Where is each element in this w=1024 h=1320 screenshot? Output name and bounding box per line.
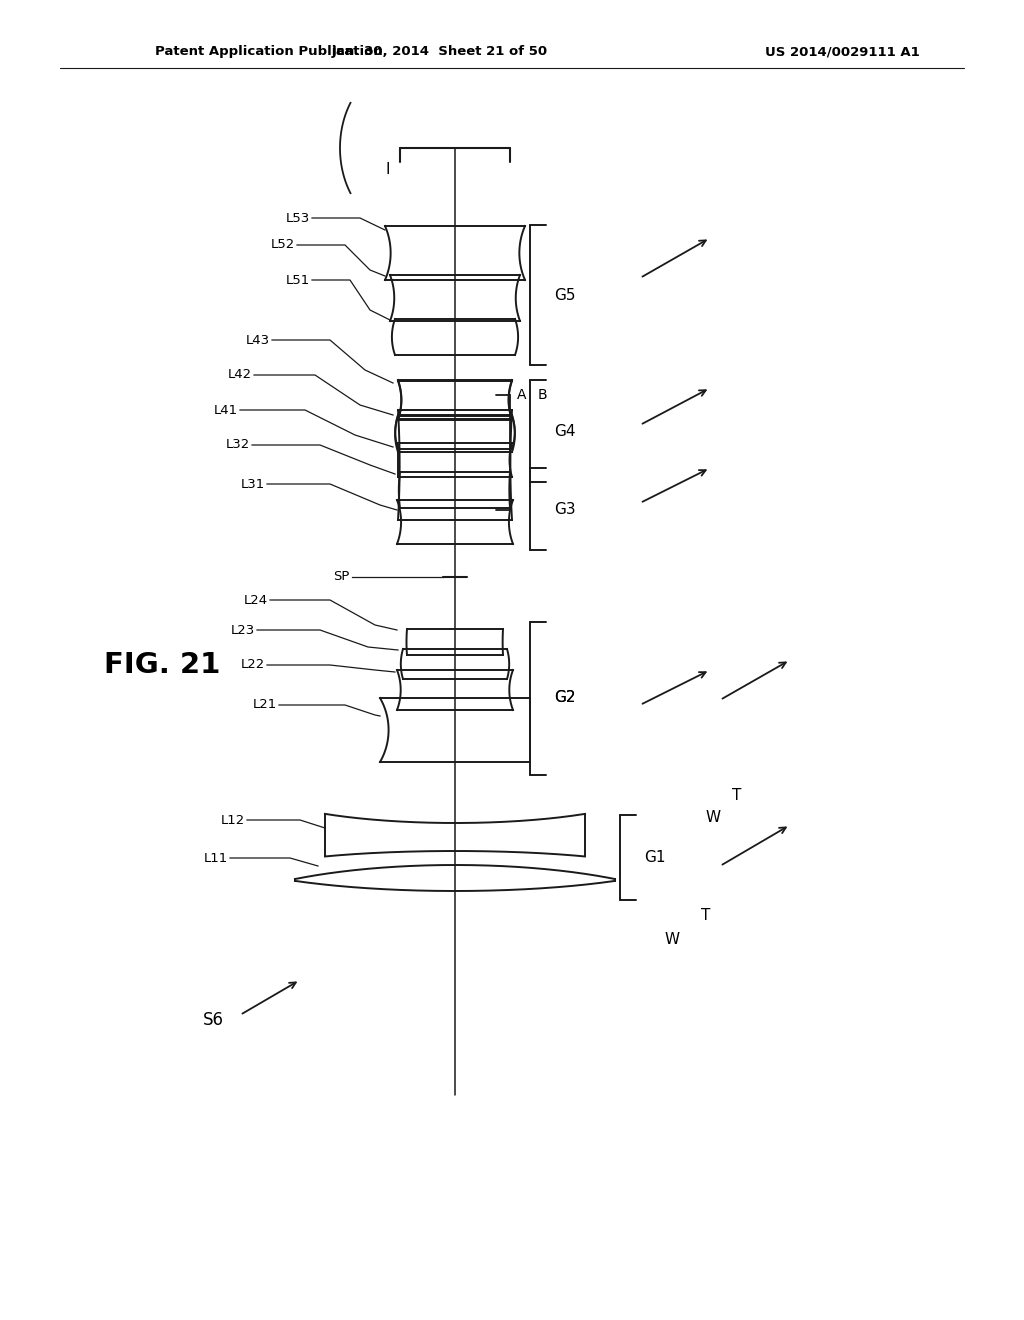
Text: L53: L53 [286,211,310,224]
Text: T: T [732,788,741,804]
Text: FIG. 21: FIG. 21 [103,651,220,678]
Text: L43: L43 [246,334,270,346]
Text: US 2014/0029111 A1: US 2014/0029111 A1 [765,45,920,58]
Text: A: A [517,388,526,403]
Text: L24: L24 [244,594,268,606]
Text: L52: L52 [270,239,295,252]
Text: W: W [665,932,680,948]
Text: G3: G3 [554,502,575,516]
Text: L31: L31 [241,478,265,491]
Text: L51: L51 [286,273,310,286]
Text: G4: G4 [554,424,575,438]
Text: Patent Application Publication: Patent Application Publication [155,45,383,58]
Text: B: B [538,388,547,403]
Text: G1: G1 [644,850,666,865]
Text: G2: G2 [554,690,575,705]
Text: W: W [706,810,721,825]
Text: L42: L42 [228,368,252,381]
Text: L21: L21 [253,698,278,711]
Text: L23: L23 [230,623,255,636]
Text: T: T [701,908,711,924]
Text: S6: S6 [203,1011,223,1030]
Text: L11: L11 [204,851,228,865]
Text: I: I [386,162,390,177]
Text: SP: SP [334,570,350,583]
Text: L22: L22 [241,659,265,672]
Text: L41: L41 [214,404,238,417]
Text: L32: L32 [225,438,250,451]
Text: G5: G5 [554,288,575,302]
Text: G2: G2 [554,690,575,705]
Text: L12: L12 [221,813,245,826]
Text: Jan. 30, 2014  Sheet 21 of 50: Jan. 30, 2014 Sheet 21 of 50 [332,45,548,58]
